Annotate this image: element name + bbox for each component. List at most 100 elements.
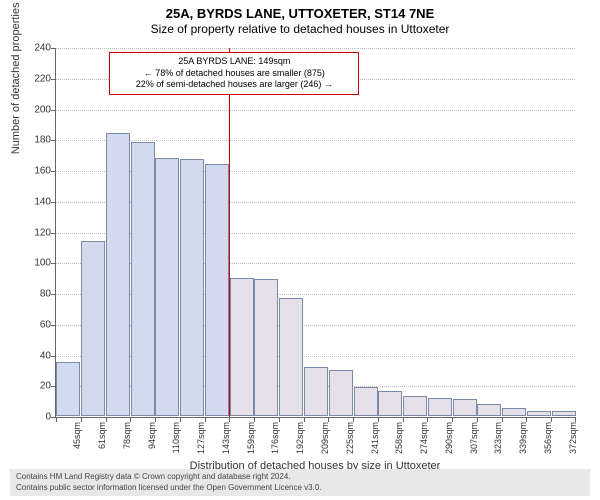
y-tick-label: 220 (21, 73, 51, 84)
x-tick-label: 192sqm (295, 422, 305, 462)
x-tick-mark (526, 417, 527, 422)
y-tick-mark (51, 294, 56, 295)
y-tick-label: 140 (21, 196, 51, 207)
reference-line (229, 48, 230, 417)
x-tick-label: 241sqm (370, 422, 380, 462)
histogram-bar (56, 362, 80, 416)
reference-info-box: 25A BYRDS LANE: 149sqm← 78% of detached … (109, 52, 359, 95)
info-line2: ← 78% of detached houses are smaller (87… (116, 68, 352, 80)
histogram-bar (81, 241, 105, 416)
x-tick-mark (575, 417, 576, 422)
grid-line (56, 110, 575, 111)
x-tick-mark (254, 417, 255, 422)
y-tick-mark (51, 386, 56, 387)
x-tick-label: 209sqm (320, 422, 330, 462)
x-tick-mark (477, 417, 478, 422)
x-tick-label: 78sqm (122, 422, 132, 462)
x-tick-mark (328, 417, 329, 422)
x-tick-mark (502, 417, 503, 422)
y-tick-label: 20 (21, 381, 51, 392)
grid-line (56, 48, 575, 49)
footer-line1: Contains HM Land Registry data © Crown c… (16, 472, 584, 482)
y-tick-mark (51, 140, 56, 141)
footer-line2: Contains public sector information licen… (16, 483, 584, 493)
x-tick-label: 94sqm (147, 422, 157, 462)
histogram-bar (453, 399, 477, 416)
x-tick-label: 143sqm (221, 422, 231, 462)
histogram-bar (527, 411, 551, 416)
histogram-bar (304, 367, 328, 416)
x-tick-label: 307sqm (469, 422, 479, 462)
info-line1: 25A BYRDS LANE: 149sqm (116, 56, 352, 68)
x-tick-label: 159sqm (246, 422, 256, 462)
x-tick-label: 110sqm (171, 422, 181, 462)
histogram-bar (180, 159, 204, 416)
title-main: 25A, BYRDS LANE, UTTOXETER, ST14 7NE (0, 0, 600, 21)
title-sub: Size of property relative to detached ho… (0, 21, 600, 36)
histogram-bar (502, 408, 526, 416)
x-tick-mark (279, 417, 280, 422)
x-tick-mark (378, 417, 379, 422)
histogram-bar (254, 279, 278, 416)
x-tick-label: 290sqm (444, 422, 454, 462)
x-tick-label: 176sqm (270, 422, 280, 462)
y-tick-label: 60 (21, 319, 51, 330)
y-tick-mark (51, 79, 56, 80)
x-tick-mark (229, 417, 230, 422)
x-tick-label: 339sqm (518, 422, 528, 462)
x-tick-mark (452, 417, 453, 422)
y-tick-label: 160 (21, 166, 51, 177)
y-tick-mark (51, 356, 56, 357)
histogram-bar (106, 133, 130, 416)
y-tick-label: 80 (21, 289, 51, 300)
y-tick-mark (51, 263, 56, 264)
histogram-bar (155, 158, 179, 416)
histogram-bar (552, 411, 576, 416)
x-tick-label: 61sqm (97, 422, 107, 462)
x-tick-mark (56, 417, 57, 422)
y-tick-label: 100 (21, 258, 51, 269)
x-tick-label: 372sqm (568, 422, 578, 462)
histogram-bar (378, 391, 402, 416)
chart-area: 02040608010012014016018020022024045sqm61… (55, 48, 575, 418)
histogram-bar (403, 396, 427, 416)
x-tick-label: 127sqm (196, 422, 206, 462)
histogram-bar (354, 387, 378, 416)
y-tick-mark (51, 171, 56, 172)
x-tick-mark (106, 417, 107, 422)
y-tick-label: 120 (21, 227, 51, 238)
histogram-bar (329, 370, 353, 416)
histogram-bar (428, 398, 452, 416)
x-tick-mark (353, 417, 354, 422)
x-tick-mark (403, 417, 404, 422)
plot-region: 02040608010012014016018020022024045sqm61… (55, 48, 575, 418)
x-tick-label: 356sqm (543, 422, 553, 462)
y-tick-mark (51, 202, 56, 203)
histogram-bar (230, 278, 254, 416)
x-tick-mark (551, 417, 552, 422)
y-tick-mark (51, 233, 56, 234)
y-tick-label: 40 (21, 350, 51, 361)
footer: Contains HM Land Registry data © Crown c… (10, 469, 590, 496)
y-tick-label: 0 (21, 412, 51, 423)
x-tick-label: 323sqm (493, 422, 503, 462)
chart-container: 25A, BYRDS LANE, UTTOXETER, ST14 7NE Siz… (0, 0, 600, 500)
x-tick-mark (81, 417, 82, 422)
histogram-bar (205, 164, 229, 416)
histogram-bar (279, 298, 303, 416)
x-tick-mark (130, 417, 131, 422)
info-line3: 22% of semi-detached houses are larger (… (116, 79, 352, 91)
x-tick-label: 274sqm (419, 422, 429, 462)
histogram-bar (131, 142, 155, 416)
x-tick-mark (427, 417, 428, 422)
histogram-bar (477, 404, 501, 416)
x-tick-label: 225sqm (345, 422, 355, 462)
y-tick-mark (51, 48, 56, 49)
y-tick-mark (51, 110, 56, 111)
y-tick-label: 180 (21, 135, 51, 146)
x-tick-mark (180, 417, 181, 422)
x-tick-label: 258sqm (394, 422, 404, 462)
grid-line (56, 140, 575, 141)
y-tick-mark (51, 325, 56, 326)
x-tick-mark (155, 417, 156, 422)
